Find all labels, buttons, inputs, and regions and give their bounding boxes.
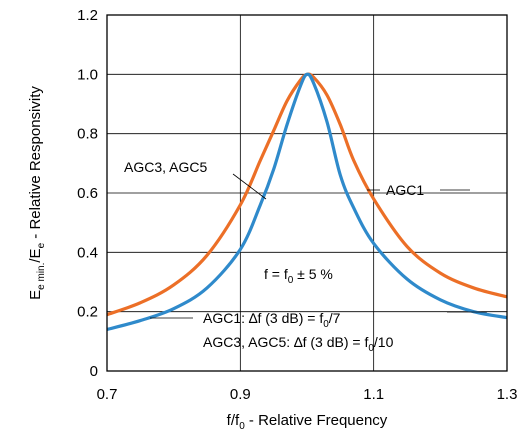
plot-frame — [106, 14, 508, 372]
y-tick-label: 0.4 — [77, 244, 98, 261]
cond-part-a: f = f — [264, 266, 288, 282]
series-line-agc3-agc5 — [106, 72, 508, 332]
y-tick-label: 0.2 — [77, 304, 98, 321]
note1-part-a: AGC1: ∆f (3 dB) = f — [203, 310, 323, 326]
note2-sub: 0 — [368, 343, 374, 354]
note1-part-b: /7 — [329, 310, 341, 326]
series-lines — [106, 72, 508, 332]
xlabel-sub: 0 — [239, 421, 245, 432]
ylabel-sub1: e min. — [36, 263, 47, 290]
x-axis-label: f/f0 - Relative Frequency — [227, 412, 388, 432]
y-tick-label: 1.0 — [77, 66, 98, 83]
ylabel-rest: - Relative Responsivity — [27, 86, 44, 243]
y-tick-label: 1.2 — [77, 7, 98, 24]
bandwidth-note-agc35: AGC3, AGC5: ∆f (3 dB) = f0/10 — [203, 334, 394, 354]
x-tick-label: 0.9 — [230, 386, 251, 403]
ylabel-sub2: e — [36, 242, 47, 248]
cond-sub: 0 — [288, 275, 294, 286]
bandwidth-note-agc1: AGC1: ∆f (3 dB) = f0/7 — [203, 310, 341, 330]
agc35-leader-line — [232, 173, 267, 200]
tick-labels: 0.7 0.9 1.1 1.3 0 0.2 0.4 0.6 0.8 1.0 1.2 — [77, 7, 517, 403]
x-tick-label: 0.7 — [97, 386, 118, 403]
note2-part-a: AGC3, AGC5: ∆f (3 dB) = f — [203, 334, 368, 350]
y-tick-label: 0 — [90, 363, 98, 380]
ylabel-base: E — [27, 290, 44, 300]
ylabel-mid: /E — [27, 248, 44, 262]
agc1-label: AGC1 — [386, 182, 424, 198]
note1-sub: 0 — [323, 319, 329, 330]
x-tick-label: 1.3 — [497, 386, 518, 403]
grid-lines — [107, 15, 507, 371]
y-tick-label: 0.8 — [77, 126, 98, 143]
xlabel-base: f/f — [227, 412, 240, 429]
y-tick-label: 0.6 — [77, 185, 98, 202]
xlabel-rest: - Relative Frequency — [245, 412, 388, 429]
agc35-label: AGC3, AGC5 — [124, 159, 207, 175]
note2-part-b: /10 — [374, 334, 394, 350]
x-tick-label: 1.1 — [363, 386, 384, 403]
cond-part-b: ± 5 % — [293, 266, 333, 282]
frequency-condition: f = f0 ± 5 % — [264, 266, 333, 286]
y-axis-label: Ee min./Ee - Relative Responsivity — [27, 86, 47, 300]
